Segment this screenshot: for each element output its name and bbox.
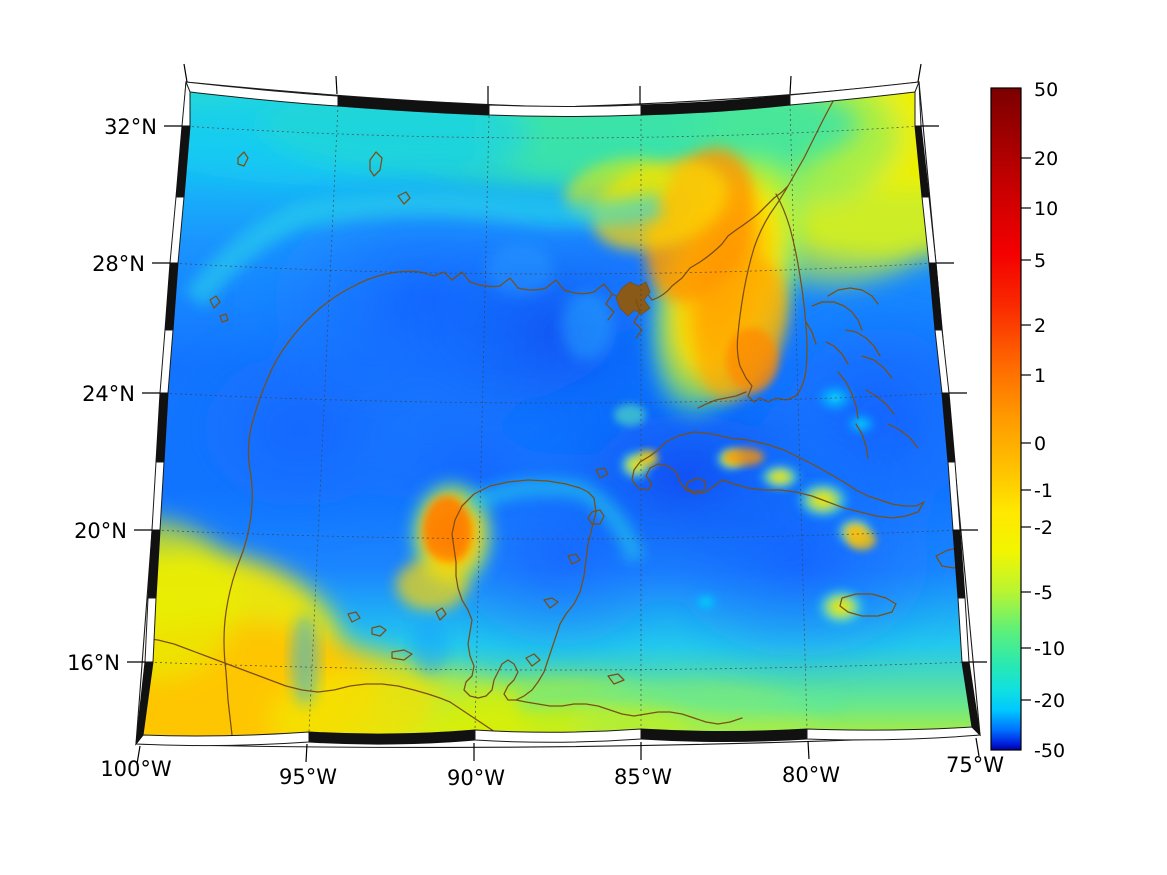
colorbar-tick-label-neg1: -1 bbox=[1034, 480, 1053, 502]
coastlines bbox=[143, 95, 969, 739]
colorbar-tick-label-10: 10 bbox=[1034, 198, 1058, 220]
colorbar-tick-label-neg20: -20 bbox=[1034, 690, 1065, 712]
colorbar-tick-label-20: 20 bbox=[1034, 148, 1058, 170]
ytick-label-28n: 28°N bbox=[92, 252, 145, 276]
ytick-label-20n: 20°N bbox=[74, 519, 127, 543]
xtick-label-80w: 80°W bbox=[782, 763, 840, 787]
colorbar-gradient[interactable] bbox=[991, 88, 1021, 750]
colorbar-tick-label-neg2: -2 bbox=[1034, 517, 1053, 539]
colorbar-ticks bbox=[1021, 157, 1031, 701]
axis-ticks-bottom bbox=[136, 737, 980, 765]
colorbar[interactable]: 50 20 10 5 2 1 0 -1 -2 -5 -10 -20 -50 bbox=[990, 79, 1065, 762]
colorbar-tick-label-0: 0 bbox=[1034, 433, 1046, 455]
axis-ticks-left bbox=[127, 125, 182, 663]
colorbar-tick-label-2: 2 bbox=[1034, 315, 1046, 337]
colorbar-outline bbox=[990, 87, 1022, 751]
axis-ticks-top bbox=[183, 63, 922, 104]
xtick-label-100w: 100°W bbox=[100, 757, 172, 781]
colorbar-tick-label-neg5: -5 bbox=[1034, 582, 1053, 604]
frame-bottom-band bbox=[135, 726, 982, 747]
xtick-label-85w: 85°W bbox=[614, 765, 672, 789]
colorbar-tick-label-neg10: -10 bbox=[1034, 638, 1065, 660]
frame-top-band bbox=[185, 81, 920, 117]
frame-left-band bbox=[135, 81, 191, 746]
ytick-label-24n: 24°N bbox=[82, 382, 135, 406]
ytick-label-32n: 32°N bbox=[104, 115, 157, 139]
colorbar-tick-label-1: 1 bbox=[1034, 365, 1046, 387]
map-frame bbox=[135, 81, 982, 748]
xtick-label-90w: 90°W bbox=[447, 766, 505, 790]
colorbar-tick-label-50: 50 bbox=[1034, 79, 1058, 101]
axis-ticks-right bbox=[921, 125, 987, 663]
frame-right-band bbox=[914, 81, 981, 737]
field-cyan-spots bbox=[291, 244, 877, 706]
colorbar-tick-label-neg50: -50 bbox=[1034, 740, 1065, 762]
xtick-label-75w: 75°W bbox=[946, 753, 1004, 777]
ytick-label-16n: 16°N bbox=[67, 651, 120, 675]
xtick-label-95w: 95°W bbox=[279, 765, 337, 789]
colorbar-tick-label-5: 5 bbox=[1034, 250, 1046, 272]
